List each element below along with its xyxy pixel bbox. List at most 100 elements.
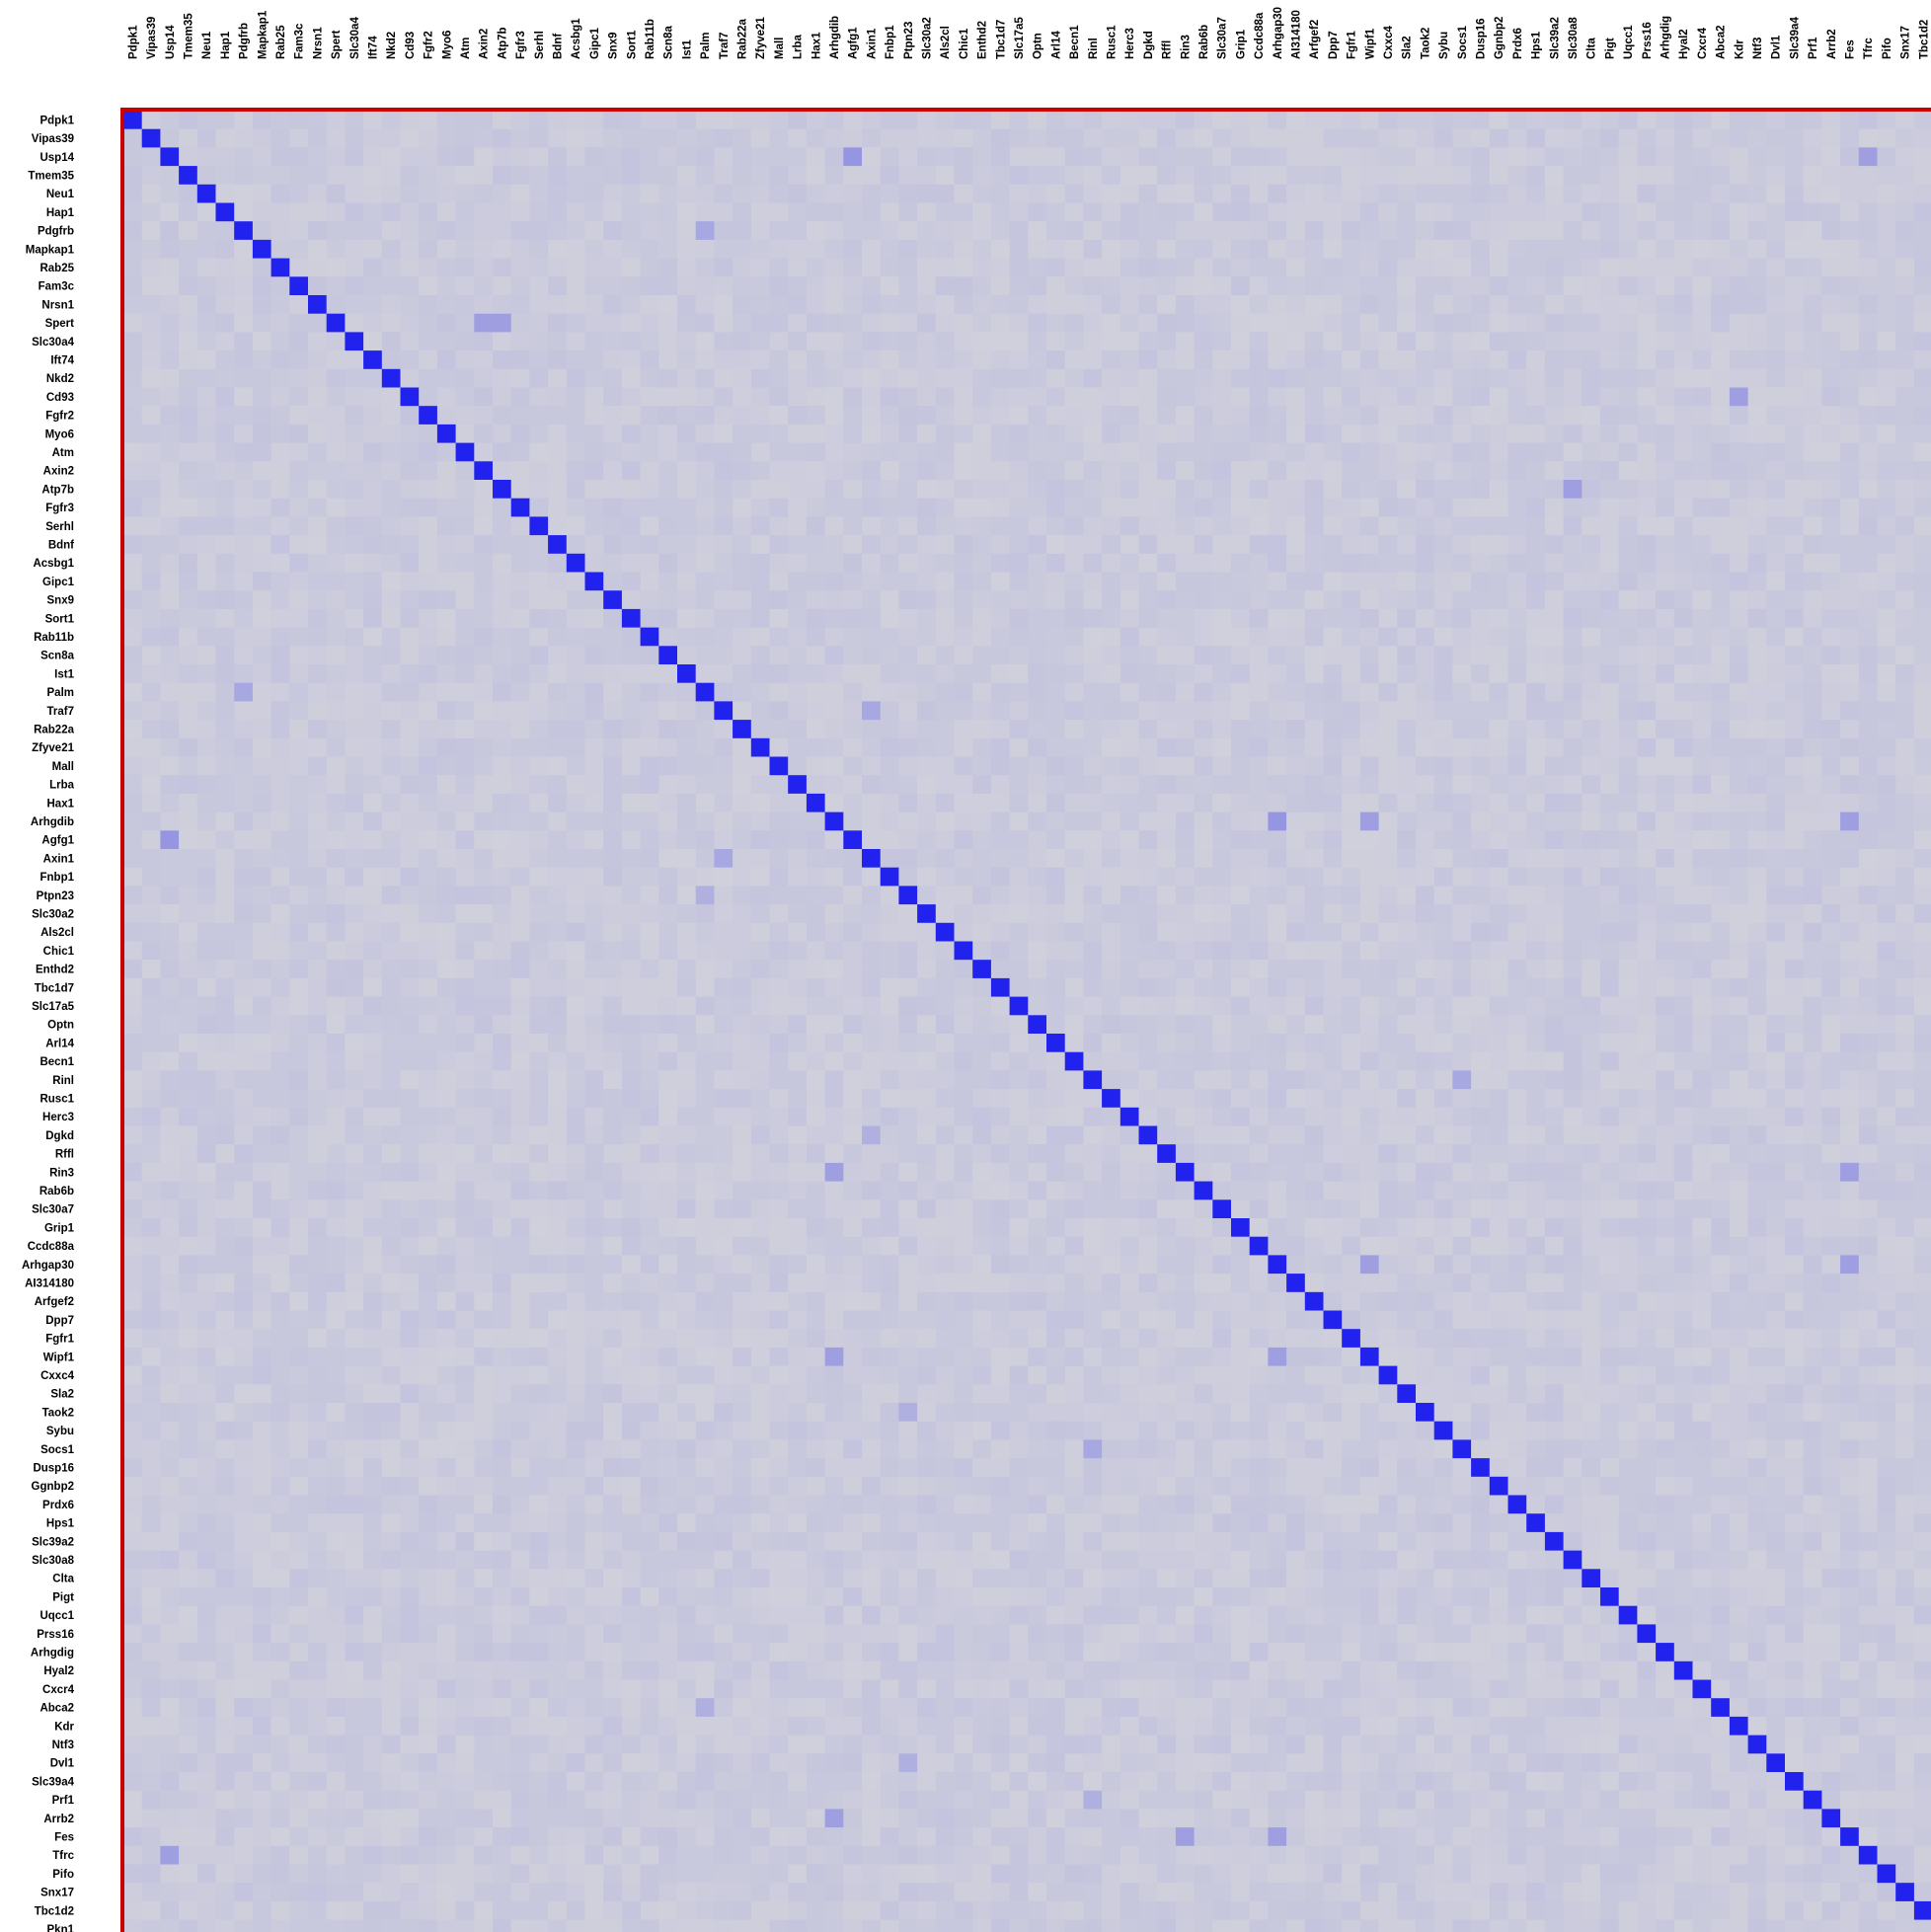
heatmap-cell-Fnbp1-Axin1 [862,867,882,887]
heatmap-cell-Sort1-Fes [1840,608,1860,628]
heatmap-cell-Axin1-Agfg1 [843,849,863,869]
heatmap-cell-Tmem35-Slc30a4 [345,166,364,186]
heatmap-cell-Axin2-Acsbg1 [566,461,585,481]
heatmap-cell-Chic1-Prdx6 [1507,941,1527,961]
heatmap-cell-Rab11b-Arl14 [1046,627,1066,647]
heatmap-cell-Ift74-Ntf3 [1747,350,1767,370]
heatmap-cell-Mall-Ist1 [677,756,697,776]
heatmap-cell-Acsbg1-Traf7 [714,553,734,573]
heatmap-cell-Palm-Rab25 [270,682,290,702]
heatmap-cell-Mapkap1-Fgfr2 [419,239,438,259]
heatmap-cell-Fnbp1-Nrsn1 [308,867,328,887]
heatmap-cell-Nkd2-Prss16 [1637,368,1657,388]
heatmap-cell-Fam3c-Lrba [788,276,808,296]
heatmap-cell-Chic1-Prf1 [1803,941,1822,961]
heatmap-cell-Arhgdib-Nkd2 [381,811,401,831]
heatmap-cell-Nkd2-Arhgap30 [1268,368,1287,388]
heatmap-cell-Tmem35-Arhgdig [1656,166,1675,186]
heatmap-cell-Pdpk1-Tmem35 [179,111,198,130]
heatmap-cell-Usp14-Gipc1 [584,147,604,167]
heatmap-cell-Slc30a4-Rinl [1083,332,1103,351]
heatmap-cell-Scn8a-Pifo [1877,646,1896,665]
heatmap-cell-Axin2-Myo6 [436,461,456,481]
heatmap-cell-Axin2-Snx17 [1895,461,1915,481]
heatmap-cell-Ist1-Pdpk1 [123,664,143,684]
heatmap-cell-Fam3c-Abca2 [1711,276,1731,296]
heatmap-cell-Myo6-Tbc1d2 [1913,424,1931,443]
heatmap-cell-Snx9-Optn [1028,590,1047,610]
heatmap-cell-Nkd2-Sort1 [621,368,641,388]
heatmap-cell-Nrsn1-Arl14 [1046,295,1066,315]
heatmap-cell-Scn8a-Arrb2 [1821,646,1841,665]
heatmap-cell-Vipas39-Wipf1 [1359,128,1379,148]
heatmap-cell-Slc17a5-Traf7 [714,996,734,1016]
heatmap-cell-Tmem35-Hyal2 [1673,166,1693,186]
heatmap-cell-Als2cl-Wipf1 [1359,922,1379,942]
heatmap-cell-Axin2-Ptpn23 [898,461,918,481]
heatmap-cell-Tbc1d7-Fgfr1 [1342,977,1361,997]
heatmap-cell-Rab22a-Prdx6 [1507,720,1527,739]
heatmap-cell-Usp14-Slc30a2 [917,147,937,167]
heatmap-cell-Chic1-Fam3c [289,941,309,961]
heatmap-cell-Rab22a-Fgfr1 [1342,720,1361,739]
heatmap-cell-Scn8a-Kdr [1729,646,1748,665]
heatmap-cell-Fgfr2-Serhl [529,406,549,425]
heatmap-cell-Mall-Lrba [788,756,808,776]
heatmap-cell-Fam3c-Grip1 [1231,276,1251,296]
heatmap-cell-Zfyve21-Pdgfrb [234,737,254,757]
heatmap-cell-Atm-Slc30a8 [1563,442,1583,462]
heatmap-cell-Tbc1d7-Slc39a2 [1544,977,1564,997]
heatmap-cell-Serhl-Slc30a4 [345,516,364,536]
heatmap-cell-Arhgdib-Pigt [1600,811,1620,831]
heatmap-cell-Rab22a-Arl14 [1046,720,1066,739]
heatmap-cell-Serhl-Wipf1 [1359,516,1379,536]
heatmap-cell-Slc30a4-Scn8a [658,332,678,351]
heatmap-cell-Pdpk1-Nrsn1 [308,111,328,130]
heatmap-cell-Hax1-Rab11b [640,793,659,812]
heatmap-cell-Usp14-Herc3 [1120,147,1139,167]
heatmap-cell-Axin2-Arrb2 [1821,461,1841,481]
heatmap-cell-Fgfr2-Arl14 [1046,406,1066,425]
heatmap-cell-Bdnf-Snx9 [603,535,623,555]
heatmap-cell-Serhl-Slc39a4 [1785,516,1805,536]
heatmap-cell-Palm-Serhl [529,682,549,702]
heatmap-cell-Axin1-Axin2 [474,849,494,869]
heatmap-cell-Neu1-Prdx6 [1507,184,1527,203]
heatmap-cell-Tbc1d7-Bdnf [548,977,568,997]
heatmap-cell-Cd93-Dusp16 [1471,387,1491,407]
heatmap-cell-Ift74-Sla2 [1397,350,1417,370]
heatmap-cell-Enthd2-Serhl [529,960,549,979]
heatmap-cell-Pdpk1-Herc3 [1120,111,1139,130]
heatmap-cell-Ift74-Arhgap30 [1268,350,1287,370]
heatmap-cell-Cd93-Grip1 [1231,387,1251,407]
heatmap-cell-Mall-Vipas39 [141,756,161,776]
heatmap-cell-Slc30a2-Prss16 [1637,904,1657,924]
heatmap-cell-Tmem35-Atm [455,166,475,186]
heatmap-cell-Ist1-Sybu [1433,664,1453,684]
heatmap-cell-Acsbg1-Lrba [788,553,808,573]
heatmap-cell-Hap1-Vipas39 [141,202,161,222]
heatmap-cell-Fam3c-Rab11b [640,276,659,296]
heatmap-cell-Mall-Slc30a7 [1212,756,1232,776]
heatmap-cell-Mapkap1-Gipc1 [584,239,604,259]
heatmap-cell-Lrba-Als2cl [935,775,955,795]
heatmap-cell-Hap1-Neu1 [196,202,216,222]
heatmap-cell-Spert-Pifo [1877,313,1896,333]
heatmap-cell-Axin1-Rab25 [270,849,290,869]
heatmap-cell-Tmem35-Rab22a [733,166,752,186]
heatmap-cell-Zfyve21-Slc30a8 [1563,737,1583,757]
heatmap-cell-Rab22a-Slc39a2 [1544,720,1564,739]
heatmap-cell-Enthd2-Cxxc4 [1378,960,1398,979]
heatmap-cell-Serhl-Fgfr1 [1342,516,1361,536]
heatmap-cell-Rab25-Spert [326,258,346,277]
heatmap-cell-Slc30a2-Herc3 [1120,904,1139,924]
heatmap-cell-Ift74-Fam3c [289,350,309,370]
heatmap-cell-Chic1-Slc39a4 [1785,941,1805,961]
heatmap-cell-Acsbg1-Abca2 [1711,553,1731,573]
heatmap-cell-Serhl-Ggnbp2 [1489,516,1508,536]
heatmap-cell-Scn8a-Axin2 [474,646,494,665]
heatmap-cell-Tmem35-Tfrc [1858,166,1878,186]
heatmap-cell-Gipc1-Hps1 [1526,572,1546,591]
heatmap-cell-Usp14-Dvl1 [1766,147,1786,167]
heatmap-cell-Lrba-Becn1 [1064,775,1084,795]
